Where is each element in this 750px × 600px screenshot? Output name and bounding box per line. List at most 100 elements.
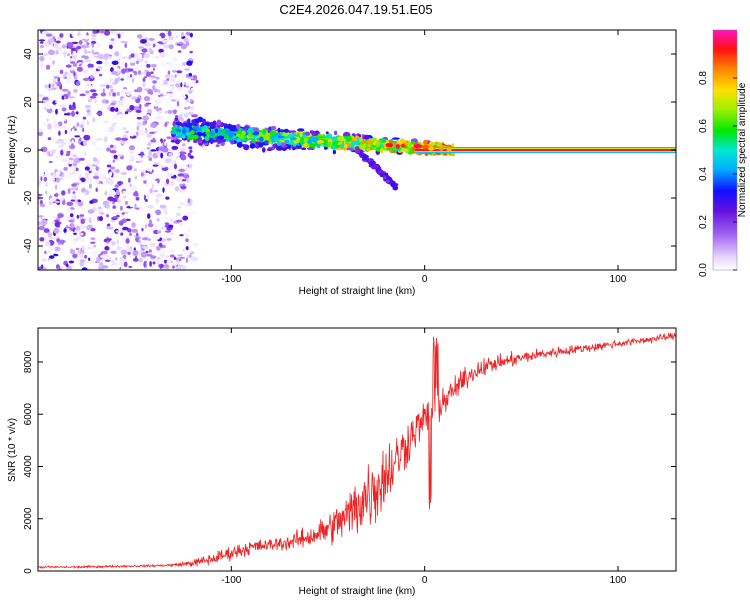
heatmap-cell — [61, 107, 67, 112]
heatmap-cell — [58, 169, 63, 173]
heatmap-cell — [67, 90, 71, 96]
heatmap-cell — [50, 172, 55, 176]
heatmap-cell — [332, 149, 336, 155]
heatmap-cell — [296, 143, 300, 146]
x-tick-label: 0 — [422, 575, 428, 586]
heatmap-cell — [274, 137, 279, 143]
heatmap-cell — [175, 155, 179, 159]
heatmap-cell — [127, 252, 131, 255]
heatmap-cell — [40, 264, 44, 270]
heatmap-cell — [129, 232, 132, 237]
heatmap-cell — [168, 152, 173, 158]
colorbar-ticks: 0.0 0.2 0.4 0.6 0.8 — [698, 71, 737, 277]
heatmap-cell — [408, 144, 412, 149]
heatmap-cell — [42, 267, 47, 270]
heatmap-cell — [105, 202, 110, 207]
heatmap-cell — [128, 112, 132, 119]
heatmap-cell — [79, 93, 86, 97]
heatmap-cell — [69, 157, 73, 161]
heatmap-cell — [56, 146, 62, 151]
heatmap-cell — [315, 130, 319, 134]
heatmap-cell — [88, 183, 93, 189]
y-tick-label: 40 — [23, 48, 34, 60]
heatmap-cell — [81, 245, 85, 251]
heatmap-cell — [92, 92, 98, 97]
heatmap-cell — [262, 129, 267, 134]
heatmap-cell — [298, 145, 302, 149]
heatmap-cell — [116, 91, 121, 96]
heatmap-cell — [67, 126, 72, 131]
heatmap-cell — [187, 218, 192, 222]
heatmap-cell — [76, 45, 82, 50]
heatmap-cell — [160, 226, 165, 230]
heatmap-cell — [169, 254, 175, 258]
heatmap-cell — [178, 41, 184, 45]
heatmap-cell — [145, 71, 152, 77]
heatmap-cell — [175, 126, 179, 129]
heatmap-cell — [58, 130, 61, 136]
heatmap-cell — [72, 244, 77, 251]
heatmap-cell — [94, 147, 100, 150]
heatmap-cell — [57, 186, 61, 189]
heatmap-cell — [112, 113, 118, 119]
heatmap-cell — [90, 217, 96, 222]
heatmap-cell — [327, 141, 332, 148]
heatmap-cell — [45, 155, 49, 161]
heatmap-cell — [182, 248, 185, 253]
heatmap-cell — [145, 139, 149, 145]
heatmap-cell — [163, 79, 168, 86]
heatmap-cell — [128, 145, 135, 151]
heatmap-cell — [134, 190, 138, 197]
heatmap-cell — [138, 46, 145, 49]
heatmap-cell — [123, 157, 128, 161]
heatmap-cell — [61, 190, 66, 196]
heatmap-cell — [187, 118, 191, 123]
heatmap-cell — [70, 264, 76, 269]
heatmap-cell — [155, 183, 160, 187]
heatmap-cell — [65, 101, 70, 105]
heatmap-cell — [144, 60, 148, 64]
heatmap-cell — [118, 195, 122, 201]
heatmap-cell — [63, 228, 67, 233]
spectrogram-ylabel: Frequency (Hz) — [7, 116, 18, 185]
heatmap-cell — [363, 156, 368, 160]
heatmap-cell — [163, 44, 169, 49]
heatmap-cell — [248, 132, 253, 138]
heatmap-cell — [85, 51, 92, 54]
heatmap-cell — [97, 53, 105, 60]
heatmap-cell — [191, 175, 199, 180]
heatmap-cell — [152, 164, 159, 167]
heatmap-cell — [107, 81, 113, 86]
snr-frame — [37, 327, 677, 572]
heatmap-cell — [71, 34, 75, 37]
heatmap-cell — [270, 125, 277, 131]
heatmap-cell — [52, 78, 57, 84]
heatmap-cell — [42, 253, 50, 258]
heatmap-cell — [161, 229, 165, 234]
heatmap-cell — [140, 155, 144, 158]
heatmap-cell — [178, 206, 181, 209]
heatmap-cell — [70, 199, 76, 202]
heatmap-cell — [130, 150, 133, 155]
heatmap-cell — [156, 245, 161, 251]
heatmap-cell — [48, 83, 51, 89]
heatmap-cell — [78, 180, 82, 184]
heatmap-cell — [177, 173, 184, 177]
heatmap-cell — [86, 112, 92, 116]
heatmap-cell — [73, 232, 77, 235]
colorbar-label: Normalized spectral amplitude — [737, 82, 748, 217]
heatmap-cell — [185, 234, 191, 238]
heatmap-cell — [158, 141, 162, 147]
heatmap-cell — [149, 260, 153, 267]
heatmap-cell — [53, 76, 59, 79]
heatmap-cell — [53, 227, 60, 234]
heatmap-cell — [63, 139, 68, 143]
heatmap-cell — [148, 249, 152, 253]
heatmap-cell — [228, 133, 233, 139]
heatmap-cell — [89, 200, 94, 204]
heatmap-cell — [172, 241, 176, 247]
heatmap-cell — [189, 106, 194, 110]
heatmap-cell — [174, 98, 181, 103]
heatmap-cell — [150, 64, 157, 68]
heatmap-cell — [47, 232, 53, 238]
